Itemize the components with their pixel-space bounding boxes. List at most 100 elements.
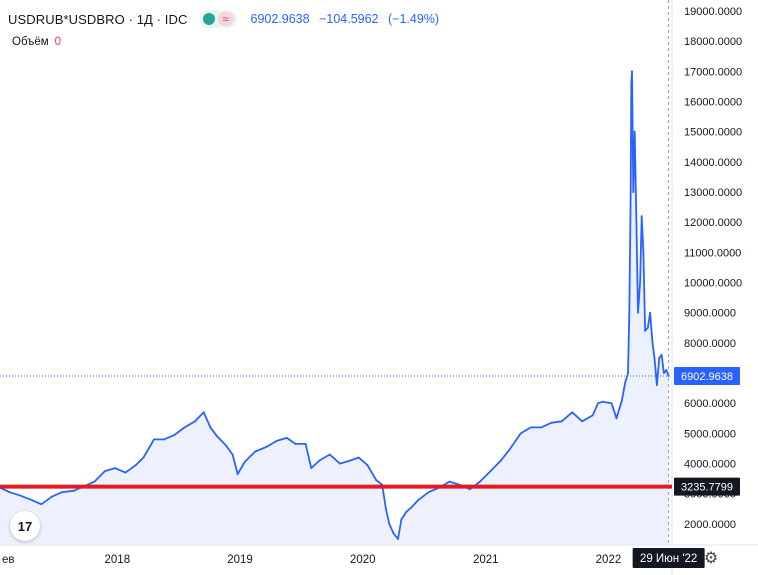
- data-point: [649, 311, 652, 314]
- data-point: [153, 438, 155, 441]
- data-point: [103, 470, 106, 472]
- data-point: [183, 426, 186, 429]
- data-point: [509, 447, 512, 450]
- data-point: [357, 456, 360, 459]
- data-point: [194, 420, 196, 423]
- volume-label: Объём: [12, 36, 49, 48]
- data-point: [631, 70, 633, 73]
- data-point: [405, 510, 408, 513]
- data-point: [93, 480, 96, 483]
- support-value-badge: [674, 477, 740, 496]
- data-point: [254, 450, 257, 453]
- series-line: [0, 70, 670, 540]
- data-point: [637, 311, 639, 314]
- y-tick-label: 17000.0000: [684, 66, 742, 78]
- data-point: [601, 400, 604, 403]
- y-tick-label: 9000.0000: [684, 308, 736, 320]
- data-point: [50, 495, 53, 498]
- data-point: [667, 375, 670, 377]
- data-delay-icon: ≈: [217, 12, 234, 26]
- data-point: [385, 507, 387, 510]
- y-tick-label: 11000.0000: [684, 247, 741, 259]
- data-point: [591, 414, 594, 417]
- y-tick-label: 10000.0000: [684, 278, 742, 290]
- data-point: [630, 82, 633, 85]
- status-badges[interactable]: ≈: [199, 10, 237, 28]
- price-change: −104.5962: [319, 12, 379, 26]
- data-point: [310, 467, 313, 469]
- data-point: [628, 311, 631, 314]
- data-point: [499, 459, 502, 462]
- data-point: [236, 473, 239, 476]
- data-point: [202, 411, 205, 414]
- data-point: [639, 281, 641, 284]
- y-tick-label: 12000.0000: [684, 217, 742, 229]
- x-tick-label: 2022: [596, 554, 622, 566]
- tradingview-logo-icon[interactable]: 17: [10, 511, 40, 541]
- gear-icon[interactable]: ⚙: [703, 550, 719, 567]
- last-price: 6902.9638: [250, 12, 310, 26]
- data-point: [388, 522, 391, 525]
- date-badge: [632, 548, 705, 568]
- data-point: [571, 411, 574, 414]
- data-point: [663, 372, 665, 374]
- last-value-badge: [674, 366, 740, 385]
- data-point: [366, 464, 369, 466]
- data-point: [633, 130, 636, 133]
- volume-legend[interactable]: Объём 0: [12, 36, 61, 48]
- data-point: [640, 215, 643, 218]
- data-point: [489, 470, 492, 472]
- y-tick-label: 14000.0000: [684, 157, 742, 169]
- y-tick-label: 4000.0000: [684, 459, 736, 471]
- data-point: [646, 326, 649, 329]
- data-point: [658, 357, 661, 359]
- y-tick-label: 15000.0000: [684, 127, 742, 139]
- data-point: [540, 426, 543, 429]
- x-tick-label: 2020: [350, 554, 376, 566]
- data-point: [40, 503, 43, 506]
- support-value-label: 3235.7799: [681, 482, 733, 494]
- data-point: [209, 426, 212, 429]
- data-point: [469, 488, 471, 491]
- data-point: [173, 433, 176, 436]
- last-value-label: 6902.9638: [681, 371, 733, 383]
- symbol-title[interactable]: USDRUB*USDBRO · 1Д · IDC: [8, 11, 188, 27]
- data-point: [621, 399, 623, 402]
- data-point: [610, 402, 613, 405]
- crosshair-date-label: 29 Июн '22: [640, 553, 697, 565]
- x-tick-label: 2021: [473, 554, 499, 566]
- data-point: [479, 480, 481, 483]
- data-point: [642, 251, 645, 254]
- data-point: [550, 421, 553, 424]
- data-point: [635, 221, 638, 224]
- data-point: [597, 402, 599, 405]
- data-point: [448, 480, 451, 483]
- data-point: [73, 489, 75, 492]
- y-tick-label: 16000.0000: [684, 97, 742, 109]
- y-tick-label: 8000.0000: [684, 338, 736, 350]
- y-tick-label: 5000.0000: [684, 428, 736, 440]
- data-point: [8, 491, 11, 494]
- data-point: [225, 444, 227, 447]
- data-point: [294, 443, 297, 445]
- data-point: [660, 354, 663, 356]
- data-point: [560, 420, 563, 423]
- y-tick-label: 18000.0000: [684, 36, 742, 48]
- data-point: [665, 369, 668, 371]
- data-point: [410, 506, 413, 509]
- data-point: [163, 438, 165, 441]
- y-tick-label: 19000.0000: [684, 6, 742, 18]
- price-change-pct: (−1.49%): [388, 12, 440, 26]
- data-point: [30, 498, 33, 501]
- y-tick-label: 6000.0000: [684, 398, 736, 410]
- data-point: [318, 459, 321, 462]
- data-point: [629, 191, 632, 193]
- data-point: [375, 479, 378, 482]
- data-point: [653, 357, 656, 359]
- data-point: [124, 471, 127, 474]
- data-point: [632, 191, 635, 193]
- data-point: [651, 341, 654, 344]
- market-status-icon: [202, 13, 215, 25]
- data-point: [18, 494, 21, 497]
